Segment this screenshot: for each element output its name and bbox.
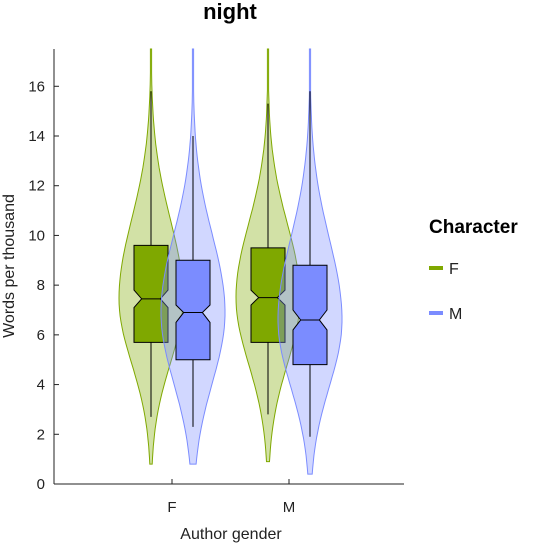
legend: Character F M [429,217,518,323]
y-axis-label: Words per thousand [1,194,18,338]
y-tick-label-8: 8 [37,277,45,294]
box-char-m-m [292,264,328,366]
y-tick-label-10: 10 [28,227,45,244]
x-axis-label: Author gender [180,526,282,543]
box-char-m-f [175,259,211,361]
box-char-f-f [133,244,169,343]
y-tick-label-6: 6 [37,327,45,344]
y-tick-label-16: 16 [28,78,45,95]
plot-area [118,48,343,475]
legend-title: Character [429,217,518,238]
y-tick-label-4: 4 [37,377,45,394]
axes: 0 2 4 6 8 10 12 14 16 F M [28,49,404,516]
legend-label-m: M [449,306,462,323]
y-tick-label-2: 2 [37,426,45,443]
y-tick-label-0: 0 [37,476,45,493]
y-tick-label-14: 14 [28,128,45,145]
legend-label-f: F [449,261,459,278]
x-tick-label-f: F [167,499,176,516]
chart-title: night [203,0,257,24]
y-tick-label-12: 12 [28,178,45,195]
box-char-f-m [250,247,286,343]
x-tick-label-m: M [283,499,296,516]
